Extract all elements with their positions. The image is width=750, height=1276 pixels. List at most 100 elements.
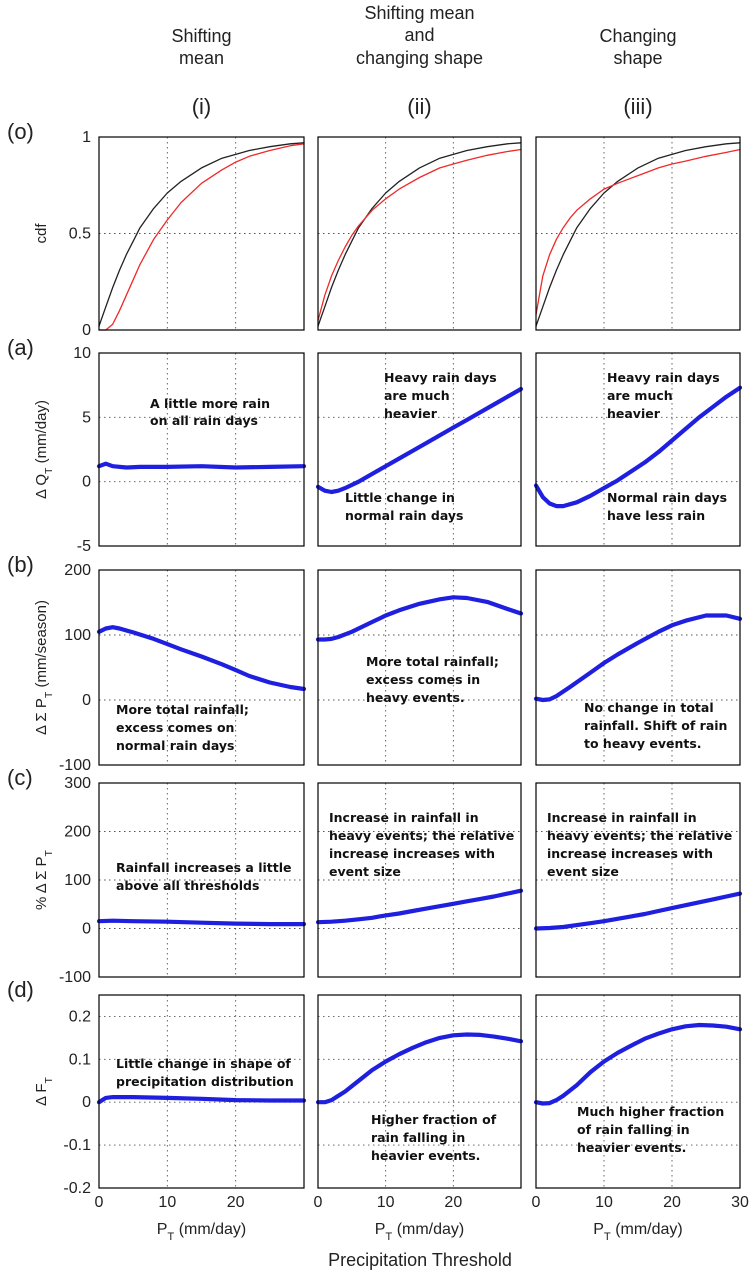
series-line-o-i-0 (98, 142, 305, 327)
column-title-ii: Shifting mean (364, 3, 474, 23)
row-label-a: (a) (7, 335, 34, 360)
annotation-a-ii: Heavy rain days (384, 370, 497, 385)
panel-a-i: A little more rain on all rain days (96, 352, 307, 547)
annotation-c-iii: event size (547, 864, 619, 879)
common-x-label: Precipitation Threshold (328, 1250, 512, 1270)
y-axis-label-o: cdf (33, 223, 50, 244)
x-tick-label: 0 (314, 1194, 323, 1211)
y-tick-label: 100 (64, 872, 91, 889)
annotation-c-ii: heavy events; the relative (329, 828, 514, 843)
series-line-d-i-0 (96, 1094, 307, 1105)
y-tick-label: -0.2 (63, 1180, 91, 1197)
annotation-c-ii: Increase in rainfall in (329, 810, 479, 825)
plot-frame (535, 136, 741, 331)
series-line-o-i-1 (98, 143, 305, 331)
y-tick-label: 0 (82, 692, 91, 709)
annotation-a-iii: have less rain (607, 508, 705, 523)
column-title-i: Shifting (171, 26, 231, 46)
annotation-a-ii: normal rain days (345, 508, 463, 523)
annotation-b-ii: More total rainfall; (366, 654, 499, 669)
series-line-a-iii-0 (533, 385, 743, 509)
x-tick-label: 30 (731, 1194, 749, 1211)
y-axis-label-c: % Δ Σ PT (33, 849, 55, 909)
column-title-i: mean (179, 48, 224, 68)
column-roman-ii: (ii) (407, 94, 431, 119)
annotation-c-ii: increase increases with (329, 846, 495, 861)
annotation-a-i: on all rain days (150, 413, 258, 428)
annotation-d-ii: rain falling in (371, 1130, 465, 1145)
y-tick-label: 0 (82, 921, 91, 938)
x-tick-label: 10 (595, 1194, 613, 1211)
y-tick-label: -5 (77, 538, 91, 555)
series-line-o-iii-0 (535, 142, 741, 327)
row-label-o: (o) (7, 119, 34, 144)
column-title-iii: Changing (599, 26, 676, 46)
panel-o-ii (317, 136, 522, 331)
annotation-a-i: A little more rain (150, 396, 270, 411)
y-tick-label: 0.1 (69, 1051, 91, 1068)
annotation-a-iii: are much (607, 388, 673, 403)
annotation-a-ii: are much (384, 388, 450, 403)
series-line-o-ii-1 (317, 148, 522, 322)
y-tick-label: -0.1 (63, 1137, 91, 1154)
y-tick-label: 1 (82, 129, 91, 146)
panel-d-i: Little change in shape of precipitation d… (96, 994, 307, 1189)
panel-b-ii: More total rainfall; excess comes in heavy… (315, 569, 524, 766)
panel-a-iii: Heavy rain days are much heavier Normal rai… (533, 352, 743, 547)
column-roman-i: (i) (192, 94, 212, 119)
panel-o-i (98, 136, 305, 331)
row-label-b: (b) (7, 552, 34, 577)
x-tick-label: 20 (663, 1194, 681, 1211)
series-line-a-ii-0 (315, 386, 524, 495)
series-line-c-ii-0 (315, 888, 524, 925)
annotation-d-ii: Higher fraction of (371, 1112, 497, 1127)
y-tick-label: 100 (64, 627, 91, 644)
annotation-c-iii: Increase in rainfall in (547, 810, 697, 825)
x-axis-label-ii: PT (mm/day) (375, 1221, 465, 1243)
annotation-c-i: above all thresholds (116, 878, 259, 893)
annotation-b-i: normal rain days (116, 738, 234, 753)
panel-c-iii: Increase in rainfall in heavy events; the… (533, 782, 743, 978)
series-line-b-iii-0 (533, 613, 743, 703)
panel-b-i: More total rainfall; excess comes on norma… (96, 569, 307, 766)
plot-frame (535, 352, 741, 547)
y-tick-label: 5 (82, 409, 91, 426)
panel-d-ii: Higher fraction of rain falling in heavier… (315, 994, 524, 1189)
y-axis-label-d: Δ FT (33, 1076, 55, 1106)
annotation-b-iii: rainfall. Shift of rain (584, 718, 727, 733)
row-label-c: (c) (7, 765, 33, 790)
plot-frame (535, 782, 741, 978)
series-line-b-i-0 (96, 625, 307, 692)
annotation-b-iii: No change in total (584, 700, 714, 715)
y-tick-label: -100 (59, 757, 91, 774)
column-roman-iii: (iii) (623, 94, 652, 119)
panel-b-iii: No change in total rainfall. Shift of rai… (533, 569, 743, 766)
plot-frame (317, 782, 522, 978)
series-line-o-iii-1 (535, 148, 741, 316)
x-axis-label-i: PT (mm/day) (157, 1221, 247, 1243)
y-tick-label: 0 (82, 322, 91, 339)
y-tick-label: 0.5 (69, 226, 91, 243)
x-tick-label: 20 (444, 1194, 462, 1211)
series-line-c-iii-0 (533, 891, 743, 931)
y-tick-label: 0.2 (69, 1008, 91, 1025)
y-tick-label: 300 (64, 775, 91, 792)
annotation-b-iii: to heavy events. (584, 736, 702, 751)
annotation-c-i: Rainfall increases a little (116, 860, 292, 875)
plot-frame (98, 569, 305, 766)
annotation-d-i: Little change in shape of (116, 1056, 291, 1071)
column-title-ii: changing shape (356, 48, 483, 68)
plot-frame (98, 994, 305, 1189)
y-tick-label: 0 (82, 1094, 91, 1111)
x-tick-label: 0 (95, 1194, 104, 1211)
annotation-c-iii: increase increases with (547, 846, 713, 861)
annotation-a-ii: Little change in (345, 490, 455, 505)
x-axis-label-iii: PT (mm/day) (593, 1221, 683, 1243)
annotation-a-iii: Heavy rain days (607, 370, 720, 385)
annotation-a-iii: heavier (607, 406, 661, 421)
annotation-c-iii: heavy events; the relative (547, 828, 732, 843)
annotation-d-ii: heavier events. (371, 1148, 480, 1163)
column-title-ii: and (404, 25, 434, 45)
plot-frame (98, 352, 305, 547)
column-title-iii: shape (613, 48, 662, 68)
